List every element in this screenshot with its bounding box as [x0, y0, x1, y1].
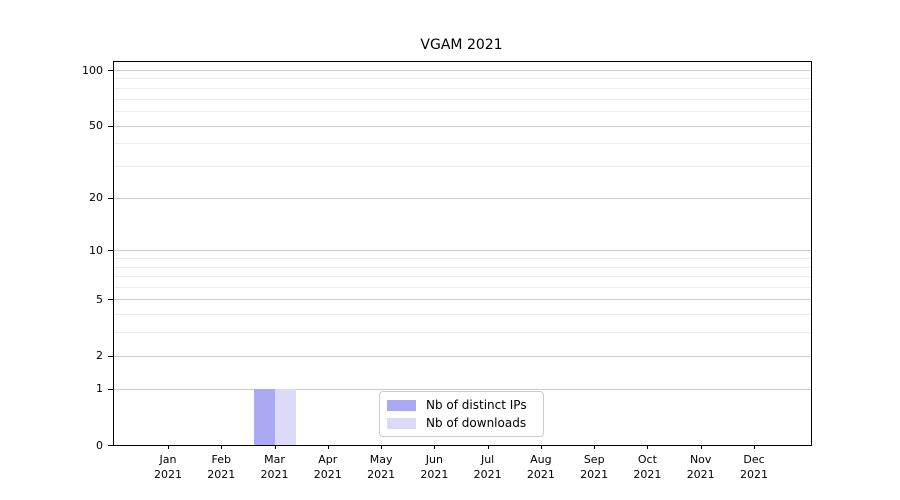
gridline-minor [114, 166, 811, 167]
y-tick-mark [108, 197, 113, 199]
y-tick-label: 2 [96, 349, 103, 363]
x-tick-label: Mar 2021 [260, 453, 289, 481]
x-tick-mark [487, 445, 489, 449]
x-tick-mark [274, 445, 276, 449]
x-tick-label: Feb 2021 [207, 453, 236, 481]
y-tick-mark [108, 355, 113, 357]
y-tick-label: 0 [96, 438, 103, 452]
gridline-major [114, 70, 811, 71]
x-tick-label: Dec 2021 [740, 453, 768, 481]
gridline-minor [114, 98, 811, 100]
gridline-minor [114, 87, 811, 89]
legend-row: Nb of distinct IPs [387, 398, 536, 413]
gridline-minor [114, 78, 811, 80]
gridline-minor [114, 143, 811, 145]
x-tick-mark [540, 445, 542, 449]
x-tick-label: Jan 2021 [154, 453, 182, 481]
x-tick-mark [647, 445, 649, 449]
x-tick-mark [754, 445, 755, 449]
bar-nb-of-downloads [274, 388, 296, 445]
gridline-minor [114, 286, 811, 288]
y-tick-label: 100 [82, 63, 103, 77]
x-tick-mark [327, 445, 329, 449]
gridline-minor [114, 332, 811, 334]
x-tick-mark [221, 445, 223, 449]
y-tick-mark [108, 125, 113, 127]
x-tick-label: Apr 2021 [313, 453, 342, 481]
y-tick-label: 5 [96, 292, 103, 306]
x-tick-mark [381, 445, 383, 449]
legend: Nb of distinct IPs Nb of downloads [379, 391, 544, 437]
x-tick-label: Sep 2021 [580, 453, 609, 481]
y-tick-label: 50 [89, 119, 103, 132]
y-tick-mark [108, 299, 113, 301]
x-tick-mark [700, 445, 702, 449]
legend-swatch-distinct-ips [387, 399, 416, 411]
y-tick-mark [108, 388, 113, 390]
x-tick-mark [594, 445, 596, 449]
y-tick-mark [108, 445, 113, 446]
gridline-major [114, 355, 811, 357]
gridline-major [114, 250, 811, 252]
x-tick-label: Oct 2021 [633, 453, 662, 481]
gridline-minor [114, 111, 811, 112]
gridline-minor [114, 257, 811, 259]
gridline-major [114, 125, 811, 127]
x-tick-label: May 2021 [367, 453, 396, 481]
legend-swatch-downloads [387, 417, 416, 429]
y-tick-label: 20 [89, 191, 103, 205]
x-tick-label: Jun 2021 [420, 453, 449, 481]
x-tick-label: Aug 2021 [526, 453, 555, 481]
y-tick-mark [108, 250, 113, 252]
y-tick-label: 10 [89, 243, 103, 257]
y-tick-mark [108, 70, 113, 71]
x-tick-label: Nov 2021 [686, 453, 715, 481]
x-tick-mark [168, 445, 169, 449]
legend-row: Nb of downloads [387, 416, 536, 431]
x-tick-label: Jul 2021 [473, 453, 502, 481]
legend-label-distinct-ips: Nb of distinct IPs [426, 397, 527, 412]
bar-nb-of-distinct-ips [253, 388, 275, 445]
x-tick-mark [434, 445, 436, 449]
chart-title: VGAM 2021 [420, 37, 503, 53]
gridline-minor [114, 276, 811, 277]
gridline-major [114, 388, 811, 390]
y-tick-label: 1 [96, 382, 103, 396]
gridline-major [114, 197, 811, 199]
gridline-minor [114, 314, 811, 316]
plot-area: 0 1 2 5 10 20 50 100 Jan 2021 Feb 2021 Mar 2021 Apr… [82, 61, 812, 481]
gridline-minor [114, 266, 811, 268]
legend-label-downloads: Nb of downloads [426, 415, 527, 430]
gridline-major [114, 299, 811, 301]
